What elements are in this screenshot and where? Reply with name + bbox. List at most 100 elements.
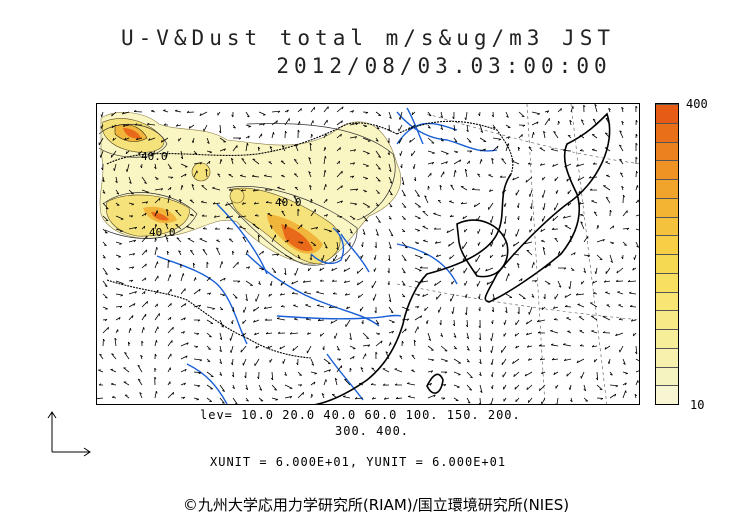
wind-arrow [595, 267, 598, 274]
wind-arrow [563, 215, 572, 219]
wind-arrow [362, 150, 370, 154]
wind-arrow [128, 315, 134, 321]
wind-arrow [328, 306, 338, 308]
wind-arrow-head [423, 253, 427, 255]
wind-arrow-head [285, 130, 287, 134]
wind-arrow [362, 332, 370, 339]
wind-arrow [554, 237, 559, 243]
wind-arrow [518, 293, 526, 299]
wind-arrow-head [437, 267, 440, 271]
wind-arrow [466, 124, 469, 132]
wind-arrow-head [417, 195, 420, 197]
wind-arrow [502, 189, 507, 194]
wind-arrow [513, 253, 520, 256]
wind-arrow-head [517, 217, 520, 221]
wind-arrow [309, 185, 312, 191]
wind-arrow [388, 202, 393, 208]
wind-arrow-head [336, 247, 339, 251]
borders [106, 120, 514, 359]
wind-arrow-head [99, 353, 102, 356]
wind-arrow [464, 280, 468, 286]
colorbar-band [656, 160, 678, 179]
wind-arrow [206, 306, 215, 310]
colorbar-band [656, 254, 678, 273]
wind-arrow-head [319, 268, 322, 271]
wind-arrow [567, 189, 572, 195]
wind-arrow [124, 137, 130, 141]
wind-arrow [242, 358, 247, 366]
wind-arrow [541, 397, 546, 404]
wind-arrow-head [198, 372, 202, 375]
wind-arrow [309, 143, 312, 152]
wind-arrow-head [344, 378, 347, 381]
wind-arrow [373, 293, 377, 301]
wind-arrow-head [361, 244, 363, 248]
wind-arrow [583, 254, 590, 257]
wind-arrow [271, 371, 274, 381]
wind-arrow [411, 150, 416, 157]
wind-arrow [241, 189, 247, 192]
wind-arrow [413, 163, 416, 169]
wind-arrow [141, 201, 148, 204]
wind-arrow-head [341, 106, 344, 110]
colorbar-band [656, 179, 678, 198]
wind-arrow-head [293, 304, 296, 306]
wind-arrow-head [589, 188, 593, 191]
wind-arrow [526, 332, 533, 336]
wind-arrow-head [401, 340, 404, 344]
wind-arrow [245, 143, 248, 152]
wind-arrow [193, 371, 202, 374]
wind-arrow-head [154, 367, 157, 371]
wind-arrow-head [337, 348, 340, 351]
wind-arrow [504, 319, 507, 325]
wind-arrow-head [572, 106, 574, 109]
wind-arrow [284, 396, 292, 399]
wind-arrow-head [237, 215, 241, 218]
wind-arrow-head [635, 351, 638, 355]
wind-arrow-head [401, 182, 405, 186]
wind-arrow [245, 250, 248, 256]
wind-arrow [154, 261, 158, 269]
wind-arrow-head [388, 217, 392, 220]
wind-arrow [619, 172, 624, 178]
wind-arrow [362, 202, 371, 208]
wind-arrow [216, 247, 221, 256]
wind-arrow-head [269, 146, 273, 149]
wind-arrow-head [554, 237, 558, 240]
wind-arrow-head [635, 133, 638, 137]
wind-arrow [569, 384, 572, 390]
wind-arrow-head [196, 398, 199, 401]
wind-arrow [421, 280, 429, 283]
wind-arrow [115, 215, 124, 220]
wind-arrow-head [182, 396, 186, 400]
wind-arrow-head [376, 322, 380, 325]
wind-arrow-head [491, 321, 493, 325]
wind-arrow [617, 291, 624, 295]
wind-arrow-head [628, 291, 632, 294]
wind-arrow [180, 303, 187, 308]
wind-arrow-head [351, 110, 355, 113]
wind-arrow-head [428, 338, 431, 341]
wind-arrow-head [247, 135, 250, 139]
wind-arrow-head [255, 345, 258, 349]
wind-arrow-head [308, 157, 311, 160]
wind-arrow [453, 159, 462, 165]
wind-arrow [453, 319, 456, 327]
wind-arrow-head [443, 384, 447, 387]
wind-arrow-head [389, 181, 393, 184]
wind-arrow-head [370, 383, 374, 385]
wind-arrow-head [512, 252, 516, 255]
wind-arrow-head [485, 268, 488, 272]
wind-arrow [230, 332, 234, 341]
wind-arrow [552, 163, 559, 167]
wind-arrow [115, 228, 123, 232]
wind-arrow-head [351, 175, 355, 179]
wind-arrow [616, 267, 624, 274]
wind-arrow-head [602, 331, 606, 333]
wind-arrow-head [471, 188, 475, 190]
wind-arrow-head [104, 232, 108, 234]
wind-arrow-head [578, 202, 582, 205]
wind-arrow-head [416, 242, 419, 245]
wind-arrow-head [352, 356, 355, 359]
wind-arrow-head [570, 399, 573, 403]
